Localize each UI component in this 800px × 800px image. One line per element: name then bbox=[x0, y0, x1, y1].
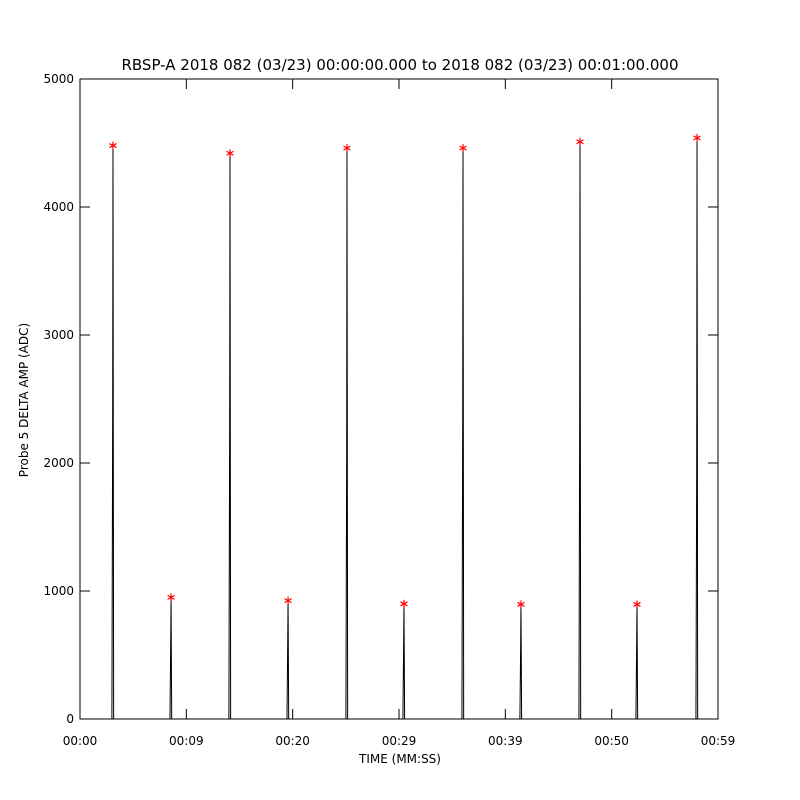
peak-marker bbox=[109, 141, 117, 150]
y-tick-label: 1000 bbox=[43, 584, 74, 598]
peak-marker bbox=[167, 593, 175, 602]
y-tick-label: 4000 bbox=[43, 200, 74, 214]
x-tick-label: 00:59 bbox=[701, 734, 736, 748]
marker-stroke bbox=[167, 594, 175, 600]
plot-frame bbox=[79, 78, 719, 720]
peak-marker bbox=[226, 149, 234, 158]
marker-stroke bbox=[400, 601, 408, 607]
peak-marker bbox=[693, 133, 701, 142]
marker-stroke bbox=[226, 150, 234, 156]
x-tick-label: 00:00 bbox=[63, 734, 98, 748]
peak-marker bbox=[517, 600, 525, 609]
y-tick-label: 5000 bbox=[43, 72, 74, 86]
marker-stroke bbox=[693, 135, 701, 141]
y-tick-label: 3000 bbox=[43, 328, 74, 342]
peak-marker bbox=[633, 600, 641, 609]
marker-stroke bbox=[109, 143, 117, 149]
x-tick-label: 00:09 bbox=[169, 734, 204, 748]
marker-stroke bbox=[576, 139, 584, 145]
peak-marker bbox=[343, 144, 351, 153]
peak-marker bbox=[459, 144, 467, 153]
x-tick-label: 00:29 bbox=[382, 734, 417, 748]
chart-title: RBSP-A 2018 082 (03/23) 00:00:00.000 to … bbox=[121, 56, 678, 74]
signal-line bbox=[80, 137, 718, 720]
marker-stroke bbox=[459, 145, 467, 151]
y-tick-label: 2000 bbox=[43, 456, 74, 470]
x-tick-label: 00:20 bbox=[275, 734, 310, 748]
x-tick-label: 00:50 bbox=[594, 734, 629, 748]
y-axis-label: Probe 5 DELTA AMP (ADC) bbox=[17, 323, 31, 477]
x-tick-label: 00:39 bbox=[488, 734, 523, 748]
y-tick-label: 0 bbox=[66, 712, 74, 726]
peak-marker bbox=[284, 596, 292, 605]
marker-stroke bbox=[284, 598, 292, 604]
marker-stroke bbox=[343, 145, 351, 151]
x-axis-label: TIME (MM:SS) bbox=[358, 752, 441, 766]
marker-stroke bbox=[517, 601, 525, 607]
marker-stroke bbox=[633, 601, 641, 607]
peak-marker bbox=[400, 599, 408, 608]
peak-marker bbox=[576, 137, 584, 146]
